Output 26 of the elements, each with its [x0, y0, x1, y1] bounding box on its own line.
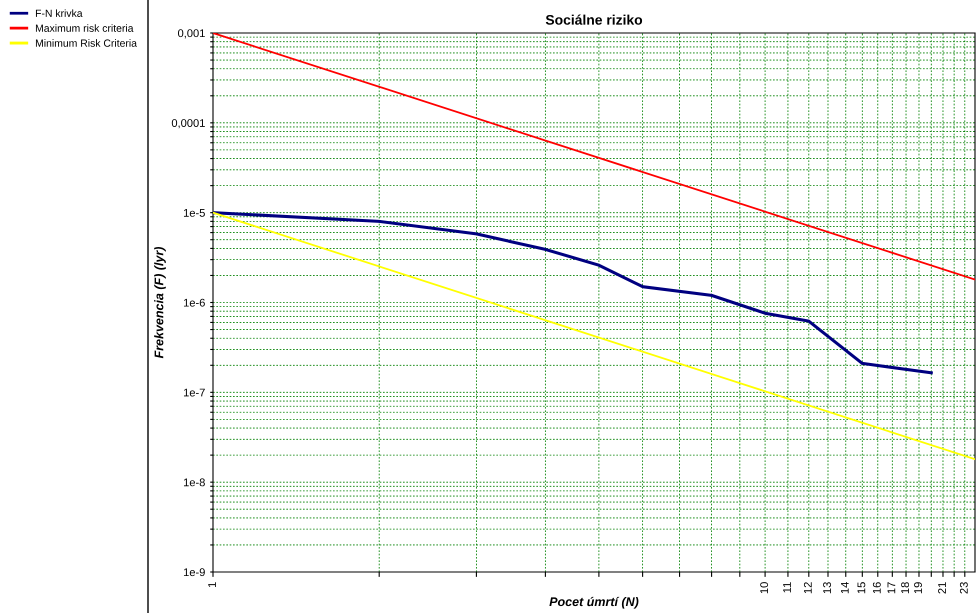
- y-axis-title: Frekvencia (F) (lyr): [154, 246, 166, 358]
- legend-label: Minimum Risk Criteria: [36, 39, 137, 47]
- legend-label: Maximum risk criteria: [36, 24, 134, 32]
- x-tick-label: 13: [823, 582, 831, 594]
- y-tick-label: 1e-5: [184, 209, 205, 217]
- y-tick-label: 1e-7: [184, 388, 205, 396]
- y-tick-label: 1e-6: [184, 298, 205, 307]
- x-axis-title: Pocet úmrtí (N): [549, 596, 638, 609]
- x-tick-label: 21: [938, 582, 946, 594]
- x-tick-label: 17: [888, 582, 896, 594]
- x-tick-label: 16: [872, 582, 881, 594]
- x-tick-label: 12: [804, 582, 812, 594]
- chart-title: Sociálne riziko: [546, 14, 642, 25]
- x-tick-label: 14: [840, 582, 849, 594]
- y-tick-label: 1e-9: [184, 568, 205, 576]
- x-tick-label: 18: [901, 582, 910, 594]
- x-tick-label: 23: [960, 582, 968, 594]
- x-tick-label: 10: [760, 582, 768, 594]
- x-tick-label: 11: [783, 582, 791, 592]
- y-tick-label: 0,0001: [172, 119, 205, 128]
- legend-label: F-N krivka: [36, 9, 83, 17]
- x-tick-label: 15: [858, 582, 866, 594]
- y-tick-label: 0,001: [178, 29, 205, 38]
- x-tick-label: 19: [914, 582, 922, 594]
- y-tick-label: 1e-8: [184, 478, 205, 486]
- x-tick-label: 1: [208, 582, 216, 588]
